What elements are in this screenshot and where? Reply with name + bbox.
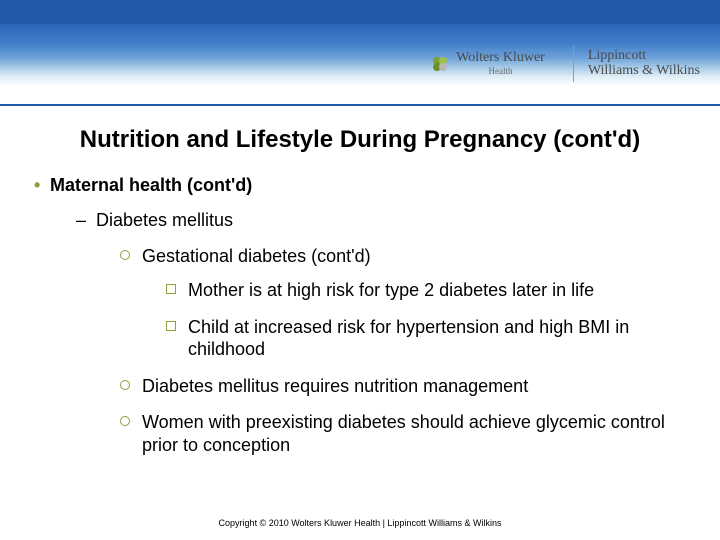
list-item: Mother is at high risk for type 2 diabet… [164,279,686,302]
brand-left-text: Wolters Kluwer Health [456,51,545,76]
copyright-footer: Copyright © 2010 Wolters Kluwer Health |… [0,518,720,528]
bullet-list-lvl2: Diabetes mellitus Gestational diabetes (… [50,210,686,457]
bullet-text: Gestational diabetes (cont'd) [142,246,371,266]
slide-header: Wolters Kluwer Health Lippincott William… [0,0,720,108]
brand-divider [573,46,574,82]
header-top-bar [0,0,720,24]
bullet-text: Child at increased risk for hypertension… [188,317,629,360]
list-item: Women with preexisting diabetes should a… [116,411,686,456]
bullet-text: Mother is at high risk for type 2 diabet… [188,280,594,300]
brand-right: Lippincott Williams & Wilkins [588,49,700,78]
brand-left: Wolters Kluwer Health [430,51,559,76]
brand-left-subline: Health [488,67,512,76]
slide-title: Nutrition and Lifestyle During Pregnancy… [34,126,686,155]
bullet-list-lvl4: Mother is at high risk for type 2 diabet… [142,279,686,361]
list-item: Maternal health (cont'd) Diabetes mellit… [34,175,686,457]
brand-bar: Wolters Kluwer Health Lippincott William… [430,42,700,86]
list-item: Child at increased risk for hypertension… [164,316,686,361]
bullet-text: Women with preexisting diabetes should a… [142,412,665,455]
clover-health-icon [430,54,450,74]
bullet-text: Diabetes mellitus [96,210,233,230]
list-item: Diabetes mellitus Gestational diabetes (… [70,210,686,457]
bullet-text: Diabetes mellitus requires nutrition man… [142,376,528,396]
slide-content: Nutrition and Lifestyle During Pregnancy… [0,108,720,456]
brand-left-name: Wolters Kluwer [456,51,545,66]
bullet-list-lvl1: Maternal health (cont'd) Diabetes mellit… [34,175,686,457]
square-bullet-icon [166,284,176,294]
header-gradient: Wolters Kluwer Health Lippincott William… [0,24,720,86]
circle-bullet-icon [120,416,130,426]
brand-right-line2: Williams & Wilkins [588,64,700,79]
circle-bullet-icon [120,380,130,390]
header-rule [0,104,720,106]
square-bullet-icon [166,321,176,331]
circle-bullet-icon [120,250,130,260]
list-item: Gestational diabetes (cont'd) Mother is … [116,245,686,361]
bullet-list-lvl3: Gestational diabetes (cont'd) Mother is … [96,245,686,457]
bullet-text: Maternal health (cont'd) [50,175,252,195]
list-item: Diabetes mellitus requires nutrition man… [116,375,686,398]
brand-right-line1: Lippincott [588,49,700,64]
